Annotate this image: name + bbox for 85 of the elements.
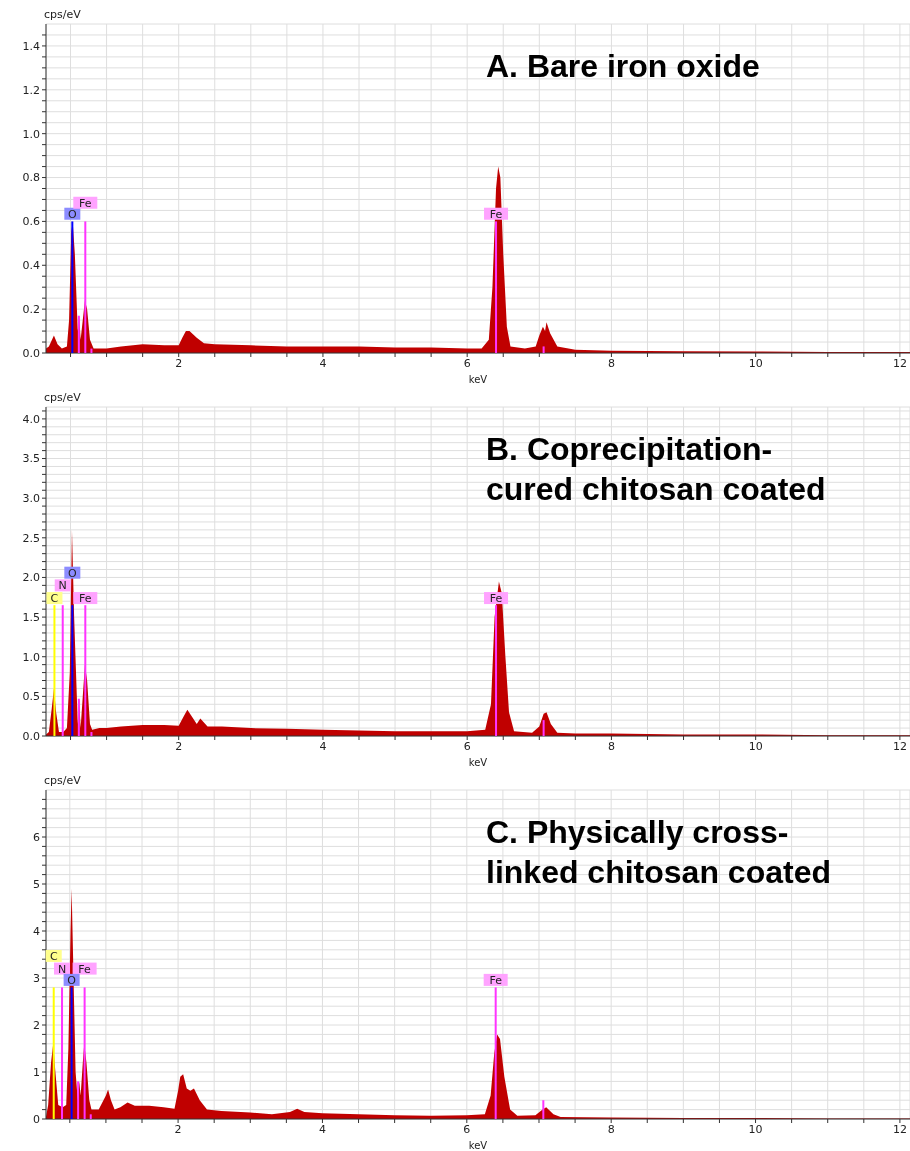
- bar: [71, 605, 74, 736]
- bar: [71, 221, 74, 353]
- y-tick-label: 1.0: [22, 650, 40, 664]
- x-tick-label: 10: [748, 1122, 763, 1136]
- x-tick-label: 6: [463, 356, 471, 370]
- x-tick-label: 6: [463, 1122, 471, 1136]
- y-tick-label: 3: [33, 971, 40, 985]
- x-tick-label: 12: [892, 356, 907, 370]
- bar: [77, 315, 80, 353]
- y-tick-label: 2: [33, 1018, 40, 1032]
- y-tick-label: 0.4: [22, 259, 40, 273]
- annotation: C: [49, 949, 58, 963]
- bar: [52, 987, 55, 1119]
- annotation: N: [58, 579, 67, 593]
- y-tick-label: 1.5: [22, 610, 40, 624]
- x-axis-title: keV: [468, 757, 488, 768]
- annotation: Fe: [78, 962, 92, 976]
- text: C. Physically cross-linked chitosan coated: [486, 813, 832, 892]
- annotation: N: [57, 962, 67, 976]
- x-tick-label: 12: [892, 739, 907, 753]
- y-tick-label: 4.0: [22, 412, 40, 426]
- bar: [495, 605, 498, 736]
- y-tick-label: 1.2: [22, 83, 40, 97]
- bar: [61, 987, 64, 1119]
- annotation: C: [50, 592, 59, 606]
- bar: [89, 1114, 92, 1119]
- bar: [61, 605, 64, 736]
- text: B. Coprecipitation-cured chitosan coated: [486, 430, 827, 509]
- x-axis-title: keV: [468, 374, 488, 385]
- y-tick-label: 6: [33, 830, 40, 844]
- x-tick-label: 6: [463, 739, 471, 753]
- bar: [77, 698, 80, 736]
- annotation: O: [67, 566, 77, 580]
- bar: [542, 720, 545, 736]
- x-tick-label: 2: [175, 739, 183, 753]
- bar: [494, 987, 497, 1119]
- annotation: Fe: [489, 592, 503, 606]
- y-tick-label: 0.8: [22, 171, 40, 185]
- x-tick-label: 2: [174, 1122, 182, 1136]
- y-tick-label: 1.4: [22, 39, 40, 53]
- x-tick-label: 4: [319, 739, 327, 753]
- bar: [542, 1100, 545, 1119]
- x-tick-label: 4: [318, 1122, 326, 1136]
- y-tick-label: 2.0: [22, 571, 40, 585]
- bar: [70, 987, 73, 1119]
- y-axis-title: cps/eV: [44, 8, 81, 21]
- x-tick-label: 10: [748, 356, 763, 370]
- y-tick-label: 0.5: [22, 690, 40, 704]
- x-tick-label: 8: [607, 1122, 615, 1136]
- bar: [83, 987, 86, 1119]
- x-tick-label: 8: [607, 356, 615, 370]
- y-tick-label: 0.0: [22, 346, 40, 360]
- annotation: O: [67, 973, 77, 987]
- x-tick-label: 12: [892, 1122, 907, 1136]
- annotation: Fe: [79, 196, 92, 210]
- y-tick-label: 0.0: [22, 729, 40, 743]
- y-tick-label: 0.2: [22, 303, 40, 317]
- x-tick-label: 8: [607, 739, 615, 753]
- x-axis-title: keV: [468, 1140, 488, 1151]
- y-tick-label: 0: [33, 1112, 40, 1126]
- annotation: O: [67, 207, 77, 221]
- x-tick-label: 2: [175, 356, 183, 370]
- y-tick-label: 0.6: [22, 215, 40, 229]
- y-tick-label: 5: [33, 877, 40, 891]
- y-tick-label: 2.5: [22, 531, 40, 545]
- bar: [542, 346, 545, 353]
- y-tick-label: 1: [33, 1065, 40, 1079]
- annotation: Fe: [489, 973, 503, 987]
- y-axis-title: cps/eV: [44, 774, 81, 787]
- y-tick-label: 3.0: [22, 492, 40, 506]
- bar: [495, 221, 498, 353]
- y-tick-label: 3.5: [22, 452, 40, 466]
- y-tick-label: 1.0: [22, 127, 40, 141]
- annotation: Fe: [489, 207, 503, 221]
- annotation: Fe: [79, 592, 92, 606]
- bar: [84, 605, 87, 736]
- x-tick-label: 10: [748, 739, 763, 753]
- y-tick-label: 4: [33, 924, 40, 938]
- bar: [90, 732, 93, 736]
- bar: [84, 221, 87, 353]
- x-tick-label: 4: [319, 356, 327, 370]
- bar: [53, 605, 56, 736]
- bar: [77, 1081, 80, 1119]
- text: A. Bare iron oxide: [486, 47, 761, 86]
- y-axis-title: cps/eV: [44, 391, 81, 404]
